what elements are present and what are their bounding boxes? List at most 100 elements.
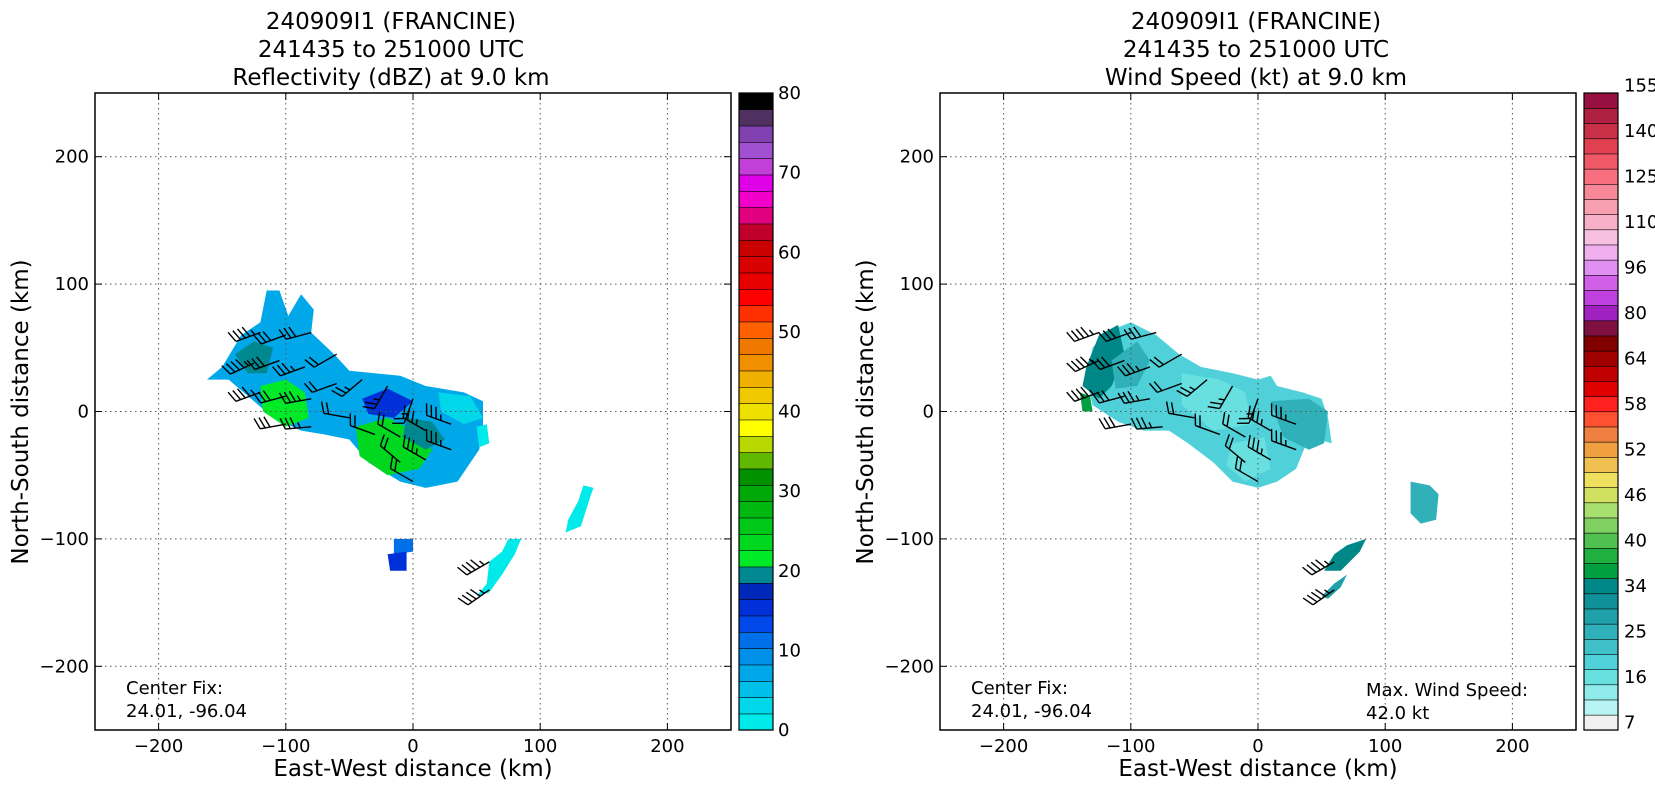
y-tick-label: −200 xyxy=(40,656,89,677)
colorbar-tick-label: 0 xyxy=(778,720,789,741)
colorbar-segment xyxy=(739,567,773,584)
colorbar-tick-label: 7 xyxy=(1624,712,1635,733)
y-axis-label: North-South distance (km) xyxy=(853,259,879,564)
panel-title-line-3: Reflectivity (dBZ) at 9.0 km xyxy=(232,65,549,91)
y-tick-label: −200 xyxy=(885,656,934,677)
colorbar-segment xyxy=(1584,669,1618,684)
colorbar-segment xyxy=(1584,396,1618,411)
colorbar-segment xyxy=(1584,700,1618,715)
colorbar-segment xyxy=(739,469,773,486)
colorbar-segment xyxy=(739,371,773,388)
colorbar-segment xyxy=(739,338,773,355)
colorbar-tick-label: 25 xyxy=(1624,621,1647,642)
barb-half-flag xyxy=(1261,448,1262,454)
echo-region xyxy=(388,552,407,571)
colorbar-segment xyxy=(1584,351,1618,366)
panel-title-line-2: 241435 to 251000 UTC xyxy=(1123,37,1389,63)
colorbar-tick-label: 40 xyxy=(1624,530,1647,551)
x-tick-label: −100 xyxy=(1106,736,1155,757)
colorbar-segment xyxy=(1584,108,1618,123)
colorbar-segment xyxy=(739,126,773,143)
colorbar-segment xyxy=(1584,214,1618,229)
colorbar-segment xyxy=(739,158,773,175)
colorbar-segment xyxy=(739,175,773,192)
max-wind-value: 42.0 kt xyxy=(1366,703,1429,724)
colorbar-segment xyxy=(1584,503,1618,518)
colorbar-segment xyxy=(1584,260,1618,275)
max-wind-label: Max. Wind Speed: xyxy=(1366,680,1528,701)
reflectivity-panel: 240909I1 (FRANCINE) 241435 to 251000 UTC… xyxy=(8,9,801,782)
y-tick-label: 200 xyxy=(900,147,934,168)
colorbar-segment xyxy=(739,583,773,600)
colorbar-segment xyxy=(1584,518,1618,533)
x-tick-label: 0 xyxy=(407,736,418,757)
colorbar-tick-label: 16 xyxy=(1624,667,1647,688)
colorbar-segment xyxy=(739,420,773,437)
y-tick-label: 100 xyxy=(900,274,934,295)
colorbar-segment xyxy=(1584,457,1618,472)
colorbar-tick-label: 34 xyxy=(1624,576,1647,597)
x-tick-label: −200 xyxy=(134,736,183,757)
colorbar-segment xyxy=(1584,487,1618,502)
colorbar-segment xyxy=(739,387,773,404)
colorbar-segment xyxy=(1584,230,1618,245)
colorbar-segment xyxy=(739,240,773,257)
colorbar-segment xyxy=(739,452,773,469)
colorbar-segment xyxy=(1584,305,1618,320)
colorbar-segment xyxy=(739,632,773,649)
colorbar-segment xyxy=(1584,321,1618,336)
barb-half-flag xyxy=(416,448,417,454)
colorbar-segment xyxy=(739,109,773,126)
colorbar-tick-label: 96 xyxy=(1624,257,1647,278)
center-fix-label: Center Fix: xyxy=(126,678,223,699)
colorbar-segment xyxy=(739,665,773,682)
colorbar-segment xyxy=(1584,548,1618,563)
colorbar-tick-label: 58 xyxy=(1624,394,1647,415)
colorbar-segment xyxy=(1584,685,1618,700)
x-axis-label: East-West distance (km) xyxy=(1118,756,1397,782)
center-fix-label: Center Fix: xyxy=(971,678,1068,699)
center-fix-value: 24.01, -96.04 xyxy=(971,701,1092,722)
colorbar-segment xyxy=(739,273,773,290)
y-tick-label: 100 xyxy=(55,274,89,295)
colorbar-segment xyxy=(739,256,773,273)
colorbar-tick-label: 50 xyxy=(778,322,801,343)
colorbar-segment xyxy=(739,142,773,159)
colorbar-tick-label: 80 xyxy=(778,83,801,104)
colorbar-segment xyxy=(739,616,773,633)
x-tick-label: 200 xyxy=(650,736,684,757)
colorbar-tick-label: 80 xyxy=(1624,303,1647,324)
colorbar-segment xyxy=(1584,472,1618,487)
colorbar-segment xyxy=(739,322,773,339)
colorbar-tick-label: 64 xyxy=(1624,348,1647,369)
colorbar-segment xyxy=(1584,563,1618,578)
colorbar-segment xyxy=(739,518,773,535)
barb-half-flag xyxy=(1219,399,1225,400)
panel-title-line-3: Wind Speed (kt) at 9.0 km xyxy=(1105,65,1407,91)
wind-speed-panel: 240909I1 (FRANCINE) 241435 to 251000 UTC… xyxy=(853,9,1655,782)
colorbar-segment xyxy=(739,207,773,224)
colorbar-segment xyxy=(1584,412,1618,427)
colorbar-segment xyxy=(739,534,773,551)
colorbar-segment xyxy=(1584,609,1618,624)
colorbar-tick-label: 60 xyxy=(778,242,801,263)
colorbar-segment xyxy=(1584,381,1618,396)
colorbar-segment xyxy=(1584,139,1618,154)
colorbar-tick-label: 140 xyxy=(1624,121,1655,142)
colorbar-segment xyxy=(1584,442,1618,457)
colorbar-segment xyxy=(739,305,773,322)
colorbar-tick-label: 46 xyxy=(1624,485,1647,506)
y-tick-label: 0 xyxy=(923,402,934,423)
colorbar-segment xyxy=(739,354,773,371)
colorbar-segment xyxy=(739,714,773,731)
colorbar-segment xyxy=(1584,275,1618,290)
colorbar-segment xyxy=(1584,624,1618,639)
x-axis-label: East-West distance (km) xyxy=(273,756,552,782)
y-tick-label: −100 xyxy=(885,529,934,550)
colorbar-segment xyxy=(1584,169,1618,184)
colorbar-segment xyxy=(739,501,773,518)
colorbar-segment xyxy=(739,648,773,665)
